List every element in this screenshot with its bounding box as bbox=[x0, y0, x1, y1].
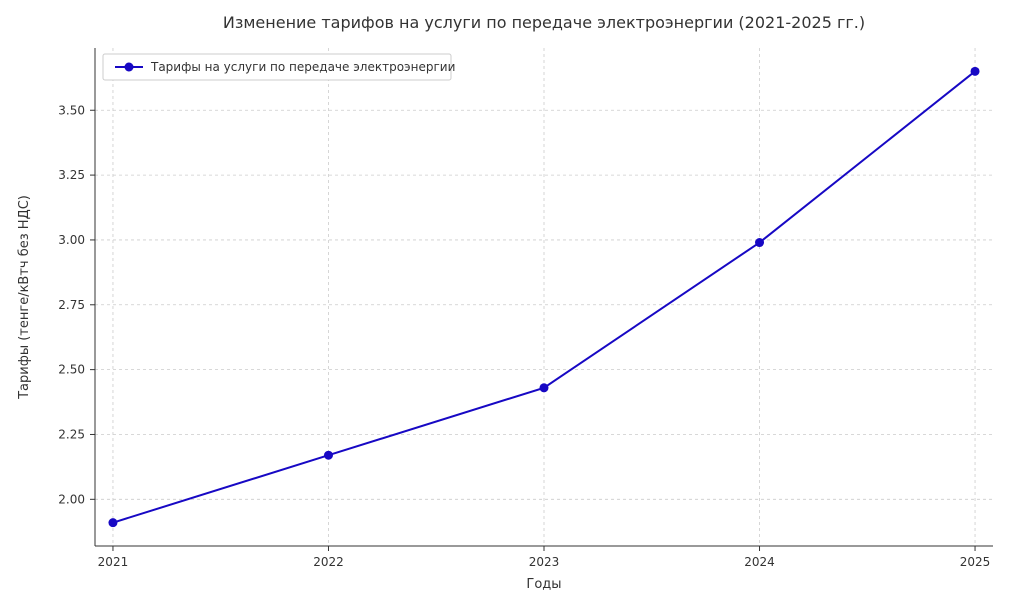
y-axis-label: Тарифы (тенге/кВтч без НДС) bbox=[17, 195, 32, 400]
x-tick-label: 2021 bbox=[98, 555, 129, 569]
x-tick-label: 2024 bbox=[744, 555, 775, 569]
y-tick-label: 3.50 bbox=[58, 103, 85, 117]
x-axis-label: Годы bbox=[526, 577, 561, 592]
data-point bbox=[971, 67, 980, 76]
y-tick-label: 2.75 bbox=[58, 298, 85, 312]
legend: Тарифы на услуги по передаче электроэнер… bbox=[103, 54, 455, 80]
y-tick-label: 3.25 bbox=[58, 168, 85, 182]
x-tick-label: 2025 bbox=[960, 555, 991, 569]
data-point bbox=[108, 518, 117, 527]
y-tick-label: 2.00 bbox=[58, 492, 85, 506]
x-tick-label: 2023 bbox=[529, 555, 560, 569]
y-tick-label: 2.25 bbox=[58, 427, 85, 441]
line-chart: 2021 2022 2023 2024 2025 2.00 2.25 2.50 2.75 3.00… bbox=[0, 0, 1024, 608]
legend-marker-icon bbox=[125, 63, 134, 72]
x-tick-label: 2022 bbox=[313, 555, 344, 569]
chart-title: Изменение тарифов на услуги по передаче … bbox=[223, 13, 865, 32]
data-point bbox=[324, 451, 333, 460]
data-point bbox=[540, 383, 549, 392]
y-tick-label: 2.50 bbox=[58, 363, 85, 377]
y-tick-label: 3.00 bbox=[58, 233, 85, 247]
chart-container: 2021 2022 2023 2024 2025 2.00 2.25 2.50 2.75 3.00… bbox=[0, 0, 1024, 608]
legend-label: Тарифы на услуги по передаче электроэнер… bbox=[150, 60, 455, 74]
data-point bbox=[755, 238, 764, 247]
